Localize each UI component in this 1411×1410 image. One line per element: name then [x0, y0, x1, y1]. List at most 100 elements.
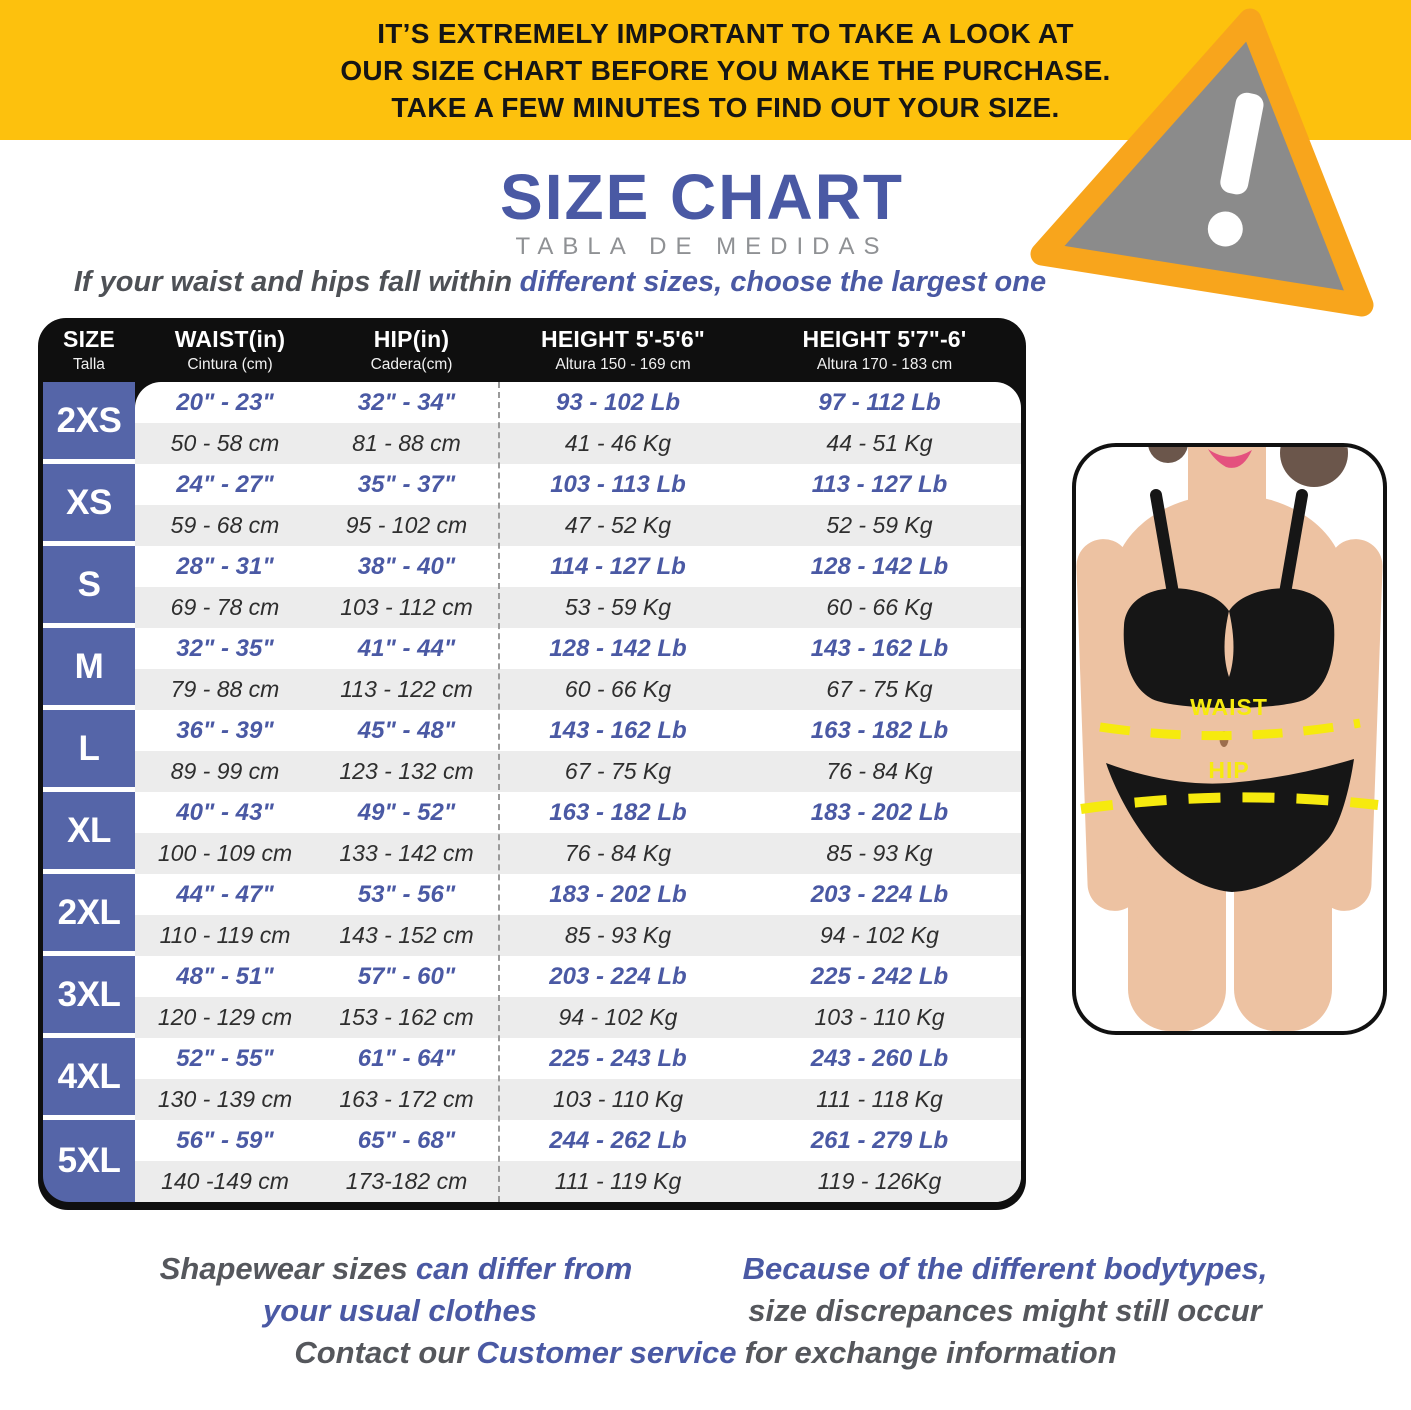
table-cell: 36" - 39": [176, 716, 274, 744]
size-label: 2XS: [43, 382, 135, 464]
table-row: 52" - 55" 61" - 64" 225 - 243 Lb 243 - 260 …: [135, 1038, 1021, 1079]
table-header: SIZE Talla WAIST(in) Cintura (cm) HIP(in…: [38, 318, 1026, 382]
table-cell: 28" - 31": [176, 552, 274, 580]
table-cell: 56" - 59": [176, 1126, 274, 1154]
table-cell: 57" - 60": [357, 962, 456, 990]
table-row: 20" - 23" 32" - 34" 93 - 102 Lb 97 - 112 Lb: [135, 382, 1021, 423]
table-cell: 163 - 182 Lb: [549, 798, 687, 826]
table-cell: 76 - 84 Kg: [564, 840, 672, 866]
table-cell: 79 - 88 cm: [170, 676, 280, 702]
table-cell: 244 - 262 Lb: [549, 1126, 687, 1154]
table-cell: 60 - 66 Kg: [826, 594, 933, 620]
size-column: 2XS XS S M L XL 2XL 3XL 4XL 5XL: [43, 382, 135, 1202]
table-cell: 111 - 118 Kg: [816, 1086, 943, 1112]
table-cell: 50 - 58 cm: [170, 430, 280, 456]
table-cell: 52 - 59 Kg: [826, 512, 933, 538]
table-cell: 94 - 102 Kg: [558, 1004, 678, 1030]
table-cell: 113 - 122 cm: [340, 676, 473, 702]
bra-straps: [1150, 489, 1308, 605]
table-content: 20" - 23" 32" - 34" 93 - 102 Lb 97 - 112 Lb…: [135, 382, 1021, 1202]
contact-blue: Customer service: [476, 1335, 737, 1370]
table-cell: 24" - 27": [176, 470, 274, 498]
title-block: SIZE CHART TABLA DE MEDIDAS: [0, 165, 1404, 261]
table-cell: 47 - 52 Kg: [564, 512, 672, 538]
table-row: 40" - 43" 49" - 52" 163 - 182 Lb 183 - 202 …: [135, 792, 1021, 833]
table-cell: 163 - 182 Lb: [810, 716, 949, 744]
table-cell: 103 - 113 Lb: [550, 470, 686, 498]
table-cell: 85 - 93 Kg: [564, 922, 672, 948]
header-size: SIZE Talla: [63, 326, 115, 373]
table-body: 2XS XS S M L XL 2XL 3XL 4XL 5XL 20" - 23" 32" - 34…: [38, 382, 1026, 1210]
table-cell: 32" - 34": [357, 388, 456, 416]
table-cell: 130 - 139 cm: [157, 1086, 293, 1112]
table-cell: 97 - 112 Lb: [818, 388, 941, 416]
table-row: 56" - 59" 65" - 68" 244 - 262 Lb 261 - 279 …: [135, 1120, 1021, 1161]
waist-label: WAIST: [1190, 694, 1268, 720]
table-cell: 81 - 88 cm: [352, 430, 461, 456]
table-cell: 94 - 102 Kg: [820, 922, 939, 948]
banner-line-3: TAKE A FEW MINUTES TO FIND OUT YOUR SIZE…: [391, 91, 1060, 123]
table-cell: 143 - 162 Lb: [549, 716, 687, 744]
table-cell: 69 - 78 cm: [170, 594, 280, 620]
table-cell: 48" - 51": [176, 962, 274, 990]
top-banner: IT’S EXTREMELY IMPORTANT TO TAKE A LOOK …: [0, 0, 1411, 140]
table-row: 48" - 51" 57" - 60" 203 - 224 Lb 225 - 242 …: [135, 956, 1021, 997]
table-cell: 45" - 48": [357, 716, 456, 744]
table-row: 140 -149 cm 173-182 cm 111 - 119 Kg 119 - 1…: [135, 1161, 1021, 1202]
table-cell: 49" - 52": [357, 798, 456, 826]
footer-right-blue: Because of the different bodytypes,: [742, 1251, 1268, 1286]
page-subtitle: TABLA DE MEDIDAS: [515, 233, 889, 260]
table-cell: 183 - 202 Lb: [810, 798, 949, 826]
body-figure: WAIST HIP: [1076, 447, 1383, 1031]
table-cell: 60 - 66 Kg: [564, 676, 672, 702]
table-cell: 53" - 56": [357, 880, 456, 908]
table-cell: 89 - 99 cm: [170, 758, 280, 784]
contact-gray-2: for exchange information: [744, 1335, 1117, 1370]
size-label: 3XL: [43, 956, 135, 1038]
table-row: 100 - 109 cm 133 - 142 cm 76 - 84 Kg 85 - 9…: [135, 833, 1021, 874]
model-photo: WAIST HIP: [1072, 443, 1387, 1035]
table-cell: 133 - 142 cm: [339, 840, 474, 866]
header-hip: HIP(in) Cadera(cm): [370, 326, 453, 373]
table-row: 59 - 68 cm 95 - 102 cm 47 - 52 Kg 52 - 59 K…: [135, 505, 1021, 546]
table-cell: 110 - 119 cm: [159, 922, 291, 948]
table-cell: 103 - 112 cm: [340, 594, 473, 620]
footer-left-blue-1: can differ from: [415, 1251, 633, 1286]
table-cell: 41" - 44": [357, 634, 456, 662]
right-thigh: [1234, 842, 1332, 1031]
table-cell: 120 - 129 cm: [157, 1004, 293, 1030]
table-cell: 44" - 47": [176, 880, 274, 908]
table-cell: 67 - 75 Kg: [564, 758, 672, 784]
table-cell: 111 - 119 Kg: [554, 1168, 682, 1194]
tagline: If your waist and hips fall within differ…: [0, 266, 1120, 299]
table-cell: 100 - 109 cm: [157, 840, 293, 866]
size-chart-table: SIZE Talla WAIST(in) Cintura (cm) HIP(in…: [38, 318, 1026, 1210]
table-cell: 114 - 127 Lb: [550, 552, 686, 580]
table-cell: 103 - 110 Kg: [552, 1086, 683, 1112]
table-cell: 52" - 55": [176, 1044, 274, 1072]
size-label: 4XL: [43, 1038, 135, 1120]
left-thigh: [1128, 842, 1226, 1031]
table-row: 32" - 35" 41" - 44" 128 - 142 Lb 143 - 162 …: [135, 628, 1021, 669]
exclamation-icon: [1207, 92, 1264, 247]
banner-line-1: IT’S EXTREMELY IMPORTANT TO TAKE A LOOK …: [377, 17, 1074, 49]
size-label: L: [43, 710, 135, 792]
table-cell: 203 - 224 Lb: [549, 962, 687, 990]
table-cell: 119 - 126Kg: [817, 1168, 942, 1194]
table-cell: 261 - 279 Lb: [810, 1126, 949, 1154]
footer-contact: Contact our Customer service for exchange …: [0, 1332, 1411, 1374]
table-cell: 128 - 142 Lb: [810, 552, 949, 580]
table-row: 89 - 99 cm 123 - 132 cm 67 - 75 Kg 76 - 84 …: [135, 751, 1021, 792]
table-row: 69 - 78 cm 103 - 112 cm 53 - 59 Kg 60 - 66 …: [135, 587, 1021, 628]
table-cell: 76 - 84 Kg: [826, 758, 933, 784]
table-cell: 128 - 142 Lb: [549, 634, 687, 662]
size-label: M: [43, 628, 135, 710]
table-row: 110 - 119 cm 143 - 152 cm 85 - 93 Kg 94 - 1…: [135, 915, 1021, 956]
table-row: 44" - 47" 53" - 56" 183 - 202 Lb 203 - 224 …: [135, 874, 1021, 915]
table-cell: 153 - 162 cm: [339, 1004, 474, 1030]
table-row: 79 - 88 cm 113 - 122 cm 60 - 66 Kg 67 - 75 …: [135, 669, 1021, 710]
tagline-blue: different sizes, choose the largest one: [519, 266, 1047, 298]
table-cell: 67 - 75 Kg: [826, 676, 933, 702]
table-cell: 225 - 242 Lb: [810, 962, 949, 990]
size-label: 5XL: [43, 1120, 135, 1202]
